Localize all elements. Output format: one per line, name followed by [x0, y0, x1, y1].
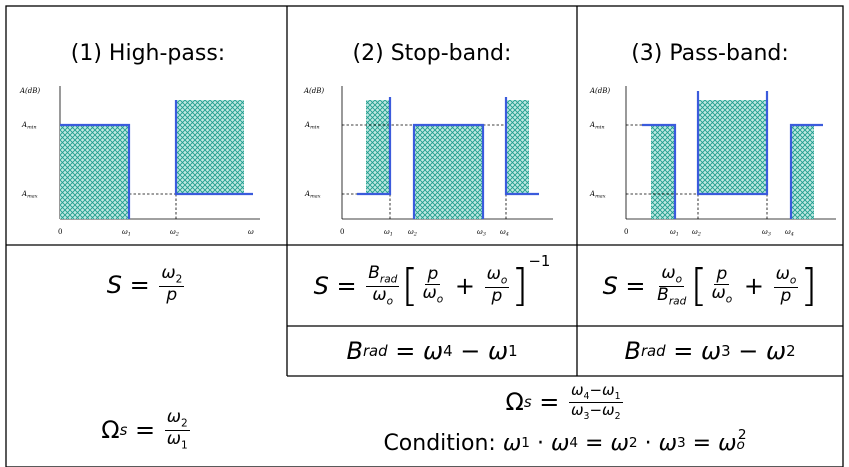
origin-label: 0 [624, 228, 628, 236]
passband-upper-stopband [791, 125, 814, 219]
passband-region [698, 100, 767, 194]
a-max-label: Amax [21, 190, 38, 200]
w1-label: ω1 [384, 228, 393, 238]
s-highpass-formula: S = ω2 p [106, 263, 185, 305]
w1-label: ω1 [122, 228, 131, 238]
highpass-title: (1) High-pass: [71, 41, 225, 66]
condition-label: Condition: [383, 430, 496, 456]
w1-label: ω1 [670, 228, 679, 238]
passband-lower-stopband [651, 125, 675, 219]
highpass-passband-region [176, 100, 244, 194]
a-min-label: Amin [589, 121, 605, 131]
omega-axis-label: ω [248, 228, 254, 236]
w2-label: ω2 [170, 228, 179, 238]
highpass-stopband-region [60, 125, 129, 219]
stopband-title: (2) Stop-band: [353, 41, 512, 66]
stopband-lower-passband [366, 100, 390, 194]
w4-label: ω4 [500, 228, 509, 238]
w2-label: ω2 [692, 228, 701, 238]
y-axis-label: A(dB) [589, 87, 610, 95]
y-axis-label: A(dB) [19, 87, 40, 95]
y-axis-label: A(dB) [303, 87, 324, 95]
highpass-graph: A(dB) Amin Amax 0 ω1 ω2 ω [19, 86, 260, 238]
passband-graph: A(dB) Amin Amax 0 ω1 ω2 ω3 ω4 [589, 86, 836, 238]
stopband-upper-passband [506, 100, 529, 194]
origin-label: 0 [340, 228, 344, 236]
stopband-graph: A(dB) Amin Amax 0 ω1 ω2 ω3 ω4 [303, 86, 553, 238]
w3-label: ω3 [762, 228, 771, 238]
stopband-region [414, 125, 483, 219]
w2-label: ω2 [408, 228, 417, 238]
a-max-label: Amax [304, 190, 321, 200]
a-max-label: Amax [589, 190, 606, 200]
a-min-label: Amin [21, 121, 37, 131]
w3-label: ω3 [477, 228, 486, 238]
origin-label: 0 [58, 228, 62, 236]
passband-title: (3) Pass-band: [631, 41, 789, 66]
s-passband-formula: S = ωo Brad [ p ωo + ωo p ] [602, 260, 818, 311]
s-stopband-formula: S = Brad ωo [ p ωo + ωo p ] −1 [313, 252, 551, 311]
a-min-label: Amin [304, 121, 320, 131]
table-grid [5, 5, 844, 467]
w4-label: ω4 [785, 228, 794, 238]
